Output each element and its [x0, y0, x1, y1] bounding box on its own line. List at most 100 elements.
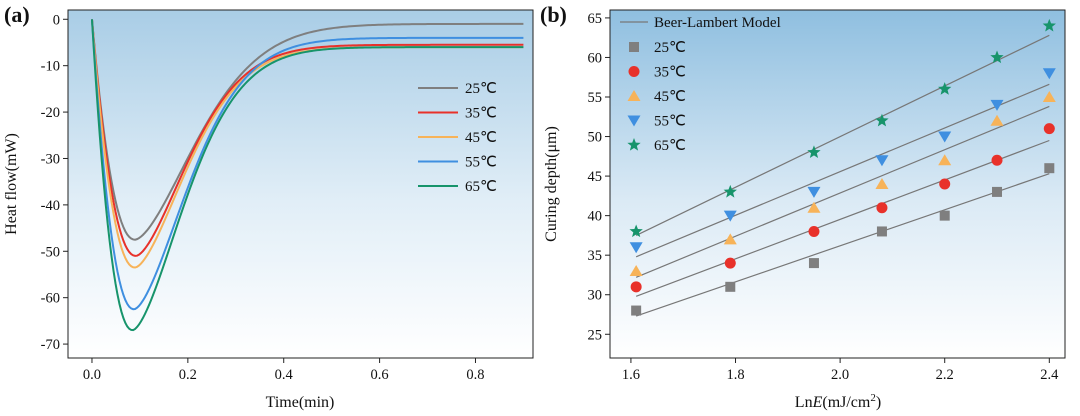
y-axis-title-b: Curing depth(μm)	[543, 126, 560, 242]
data-point	[630, 281, 642, 293]
x-tick-label-a: 0.4	[275, 367, 294, 383]
y-tick-label-b: 25	[588, 327, 603, 343]
y-tick-label-a: -10	[41, 59, 60, 75]
y-tick-label-b: 65	[588, 11, 603, 27]
data-point	[724, 257, 736, 269]
data-point	[807, 201, 821, 213]
series-line	[90, 19, 524, 332]
data-point	[990, 114, 1004, 126]
legend-label: 35℃	[654, 65, 686, 81]
x-tick-label-b: 2.2	[936, 367, 954, 383]
y-tick-label-a: -70	[41, 337, 60, 353]
y-tick-label-b: 40	[588, 209, 603, 225]
heat-flow-chart: 0.0 0.2 0.4 0.6 0.8 0 -10 -20 -30 -40 -50 -60 -70 2…	[3, 2, 534, 411]
data-point	[876, 202, 888, 214]
data-point	[875, 113, 889, 127]
x-tick-label-b: 2.4	[1040, 367, 1059, 383]
data-point	[808, 225, 820, 237]
data-point	[723, 184, 737, 198]
series-line	[90, 19, 524, 241]
x-axis-title-a: Time(min)	[266, 394, 335, 411]
legend-a: 25℃ 35℃ 45℃ 55℃ 65℃	[418, 81, 497, 195]
plot-frame-a	[67, 9, 534, 359]
data-point	[808, 258, 819, 269]
y-tick-label-a: 0	[53, 12, 60, 28]
plot-area-b	[610, 10, 1065, 358]
data-point	[875, 178, 889, 189]
legend-marker	[629, 42, 639, 52]
plot-frame-b	[609, 9, 1066, 359]
fit-line	[635, 83, 1050, 258]
data-point	[1043, 123, 1055, 135]
data-point	[938, 131, 952, 143]
y-tick-label-a: -20	[41, 105, 60, 121]
panel-label-b: (b)	[540, 2, 567, 27]
y-tick-label-a: -30	[41, 151, 60, 167]
y-tick-label-a: -50	[41, 244, 60, 260]
x-axis-title-b: LnE(mJ/cm2)	[795, 392, 881, 411]
legend-label: Beer-Lambert Model	[654, 15, 781, 31]
data-point	[1042, 68, 1056, 80]
data-point	[807, 145, 821, 159]
data-point	[939, 178, 951, 190]
data-point	[992, 186, 1003, 197]
plot-area-a	[68, 10, 533, 358]
data-point	[990, 50, 1004, 64]
legend-marker	[627, 115, 641, 127]
legend-marker	[627, 90, 641, 101]
legend-b: Beer-Lambert Model 25℃ 35℃ 45℃ 55℃ 65℃	[620, 15, 781, 154]
y-tick-label-b: 50	[588, 130, 603, 146]
fit-line	[635, 173, 1050, 317]
y-tick-label-b: 55	[588, 90, 603, 106]
legend-marker	[628, 66, 640, 77]
y-tick-label-b: 60	[588, 50, 603, 66]
data-point	[1044, 163, 1055, 174]
legend-label: 55℃	[465, 155, 497, 171]
data-point	[938, 82, 952, 95]
legend-label: 25℃	[465, 81, 497, 97]
legend-label: 25℃	[654, 40, 686, 56]
data-point	[723, 233, 737, 245]
x-tick-label-a: 0.2	[179, 367, 197, 383]
x-tick-label-b: 2.0	[831, 367, 849, 383]
data-point	[629, 242, 643, 254]
y-tick-label-a: -40	[41, 198, 60, 214]
data-point	[876, 226, 887, 237]
legend-marker	[627, 138, 641, 151]
fit-line	[635, 34, 1050, 236]
panel-label-a: (a)	[4, 2, 30, 27]
data-point	[807, 186, 821, 198]
data-point	[723, 210, 737, 222]
fit-line	[635, 105, 1050, 278]
data-point	[938, 154, 952, 166]
fit-line	[635, 139, 1050, 297]
curing-depth-chart: 1.6 1.8 2.0 2.2 2.4 25 30 35 40 45 50 55 60 65 Beer-…	[540, 2, 1066, 411]
legend-label: 45℃	[654, 89, 686, 105]
series-line	[90, 19, 524, 257]
y-tick-label-b: 35	[588, 248, 603, 264]
legend-label: 55℃	[654, 114, 686, 130]
legend-label: 65℃	[465, 179, 497, 195]
y-tick-label-a: -60	[41, 291, 60, 307]
legend-label: 65℃	[654, 138, 686, 154]
y-tick-label-b: 45	[588, 169, 603, 185]
x-tick-label-a: 0.8	[466, 367, 484, 383]
y-tick-label-b: 30	[588, 288, 603, 304]
x-tick-label-a: 0.0	[83, 367, 101, 383]
legend-label: 45℃	[465, 130, 497, 146]
legend-label: 35℃	[465, 106, 497, 122]
data-point	[725, 281, 736, 292]
data-point	[939, 210, 950, 221]
x-tick-label-b: 1.6	[622, 367, 640, 383]
x-tick-label-a: 0.6	[371, 367, 389, 383]
x-tick-label-b: 1.8	[726, 367, 744, 383]
data-point	[629, 224, 643, 238]
data-point	[1042, 18, 1056, 32]
series-line	[90, 19, 524, 311]
data-point	[991, 154, 1003, 166]
data-point	[1042, 91, 1056, 102]
data-point	[631, 305, 642, 316]
y-axis-title-a: Heat flow(mW)	[3, 133, 20, 235]
data-point	[629, 265, 643, 276]
data-point	[875, 155, 889, 167]
